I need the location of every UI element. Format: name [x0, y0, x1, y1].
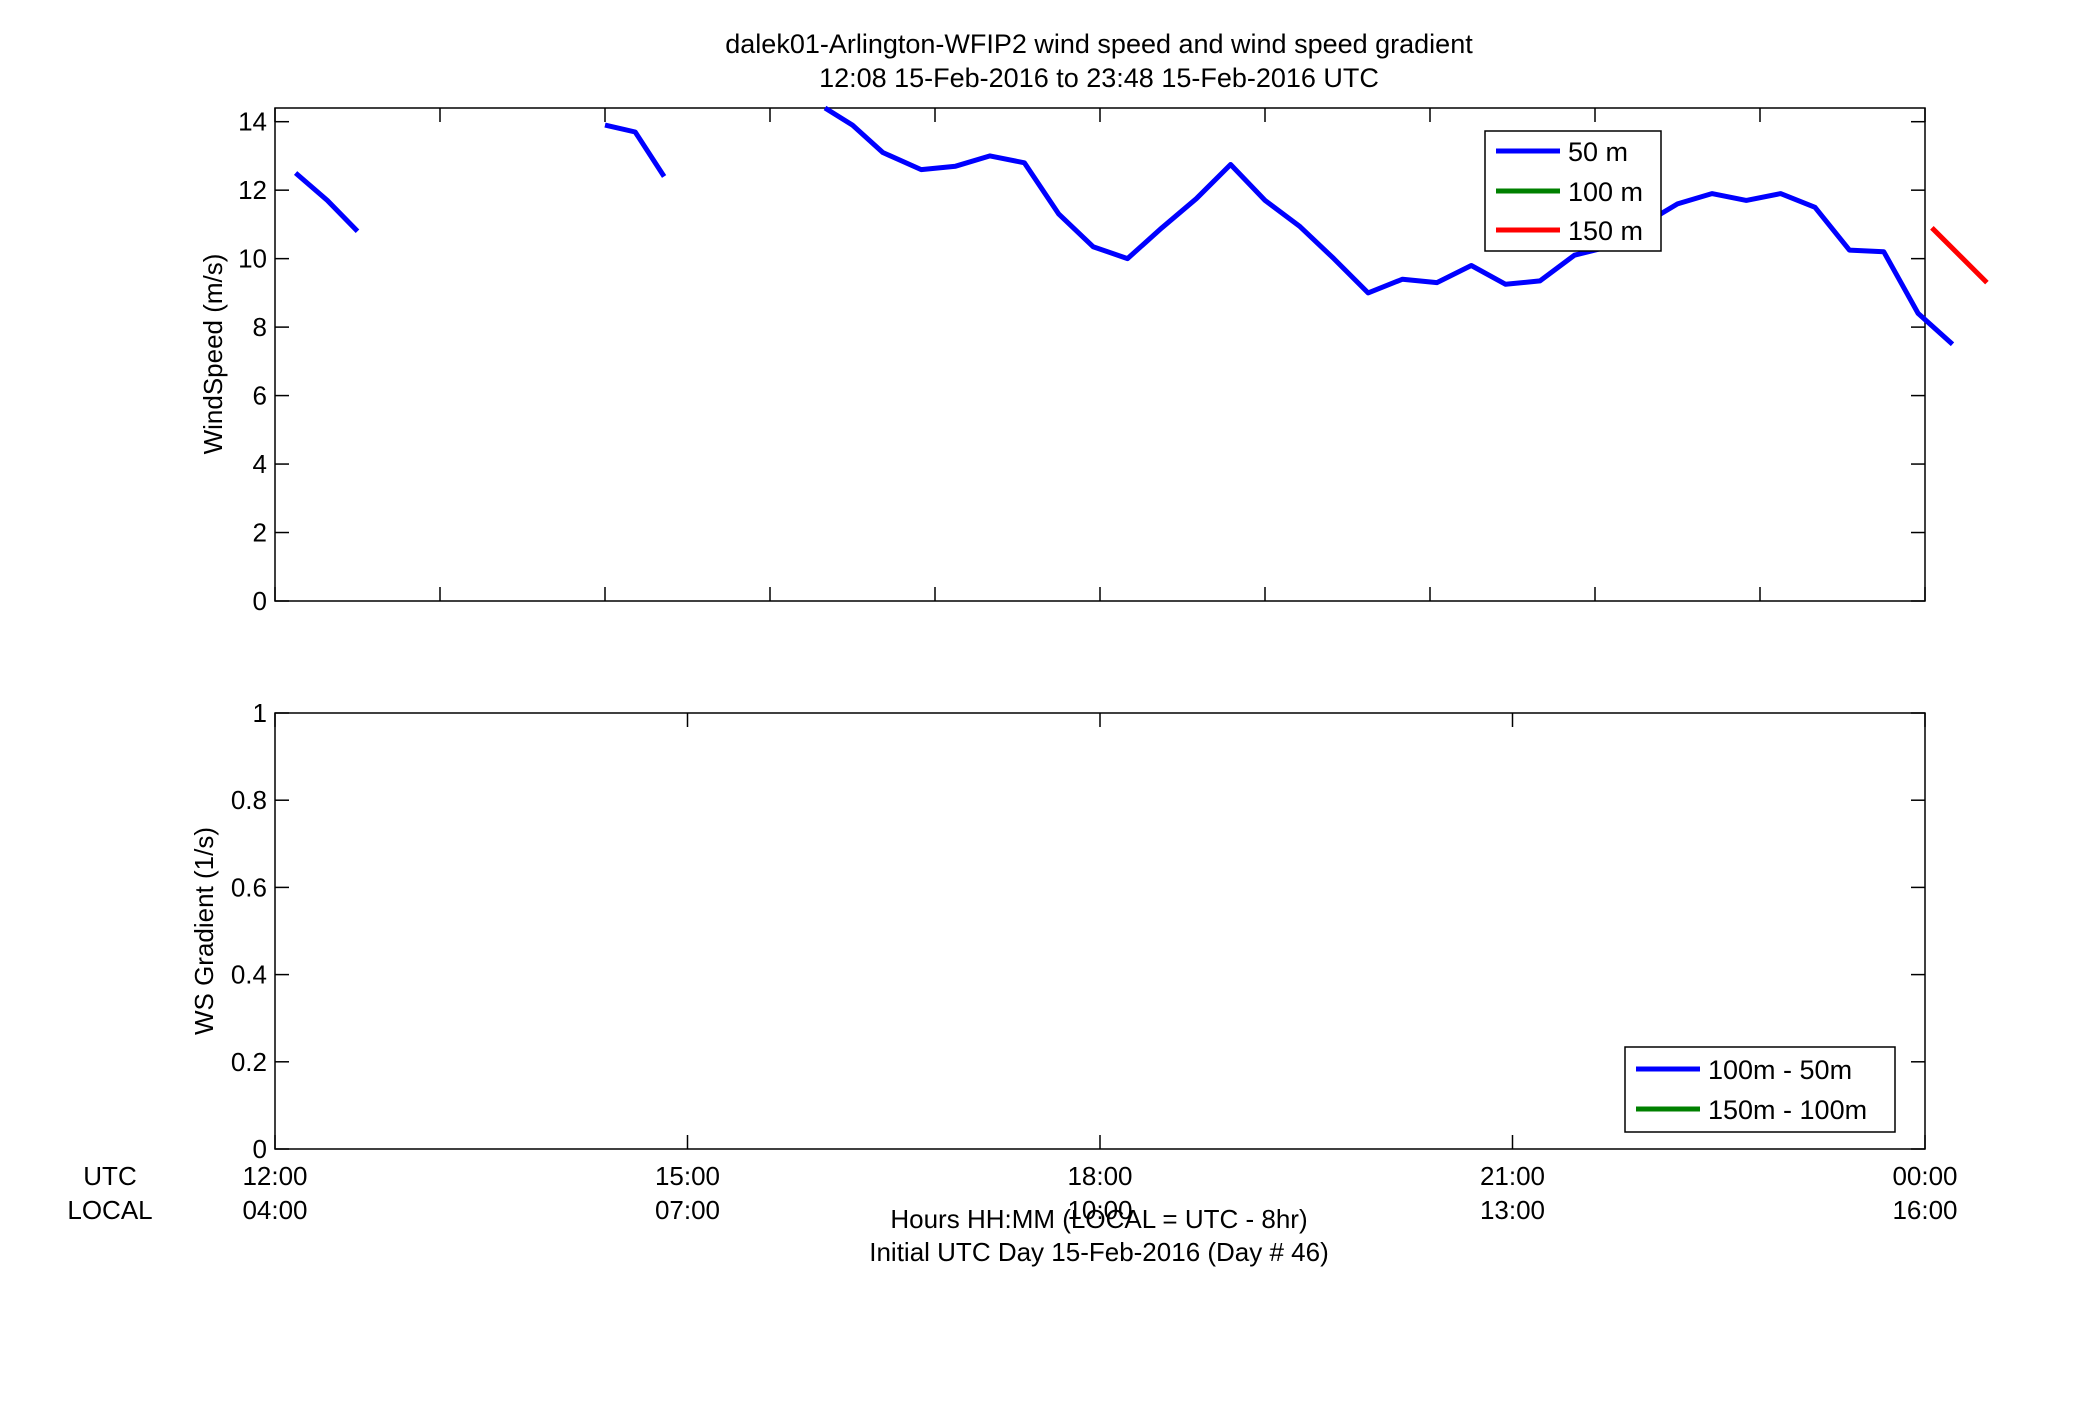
local-row-label: LOCAL: [67, 1195, 152, 1225]
wind-speed-x-ticks: [274, 108, 1926, 601]
wind-speed-y-ticks: 0 2 4 6 8 10 12 14: [238, 107, 1925, 616]
x-tick-label-local: 13:00: [1480, 1195, 1545, 1225]
gradient-legend-box: [1624, 1046, 1896, 1133]
y-tick-label: 4: [253, 449, 267, 479]
wind-speed-lines: [293, 105, 1989, 347]
gradient-y-label: WS Gradient (1/s): [189, 827, 219, 1035]
x-tick-label-utc: 00:00: [1892, 1161, 1957, 1191]
legend-label-50m: 50 m: [1568, 137, 1628, 167]
wind-speed-axes-box: [274, 107, 1926, 602]
x-tick-label-utc: 21:00: [1480, 1161, 1545, 1191]
y-tick-label: 0.8: [231, 785, 267, 815]
y-tick-label: 0.2: [231, 1047, 267, 1077]
y-tick-label: 1: [253, 698, 267, 728]
gradient-y-ticks: 0 0.2 0.4 0.6 0.8 1: [231, 698, 1925, 1164]
utc-row-label: UTC: [83, 1161, 136, 1191]
x-tick-label-local: 10:00: [1067, 1195, 1132, 1225]
y-tick-label: 6: [253, 381, 267, 411]
y-tick-label: 0: [253, 586, 267, 616]
x-tick-label-utc: 12:00: [242, 1161, 307, 1191]
series-line-50m-segment-0: [293, 171, 360, 234]
legend-label-100m: 100 m: [1568, 177, 1643, 207]
x-tick-label-local: 04:00: [242, 1195, 307, 1225]
y-tick-label: 12: [238, 175, 267, 205]
x-axis-label-line1: Hours HH:MM (LOCAL = UTC - 8hr): [890, 1204, 1307, 1234]
gradient-x-ticks: 12:00 04:00 15:00 07:00 18:00 10:00 21:00 13:00…: [242, 713, 1958, 1225]
series-line-50m-segment-2: [823, 105, 1955, 347]
legend-label-150m-100m: 150m - 100m: [1708, 1095, 1867, 1125]
x-axis-label-line2: Initial UTC Day 15-Feb-2016 (Day # 46): [869, 1237, 1329, 1267]
y-tick-label: 0.4: [231, 960, 267, 990]
gradient-panel: 0 0.2 0.4 0.6 0.8 1 12:00 04:00 15:00 07:00 18:00…: [189, 698, 1958, 1225]
legend-label-100m-50m: 100m - 50m: [1708, 1055, 1852, 1085]
y-tick-label: 0.6: [231, 872, 267, 902]
x-tick-label-utc: 15:00: [655, 1161, 720, 1191]
wind-speed-y-label: WindSpeed (m/s): [198, 254, 228, 455]
gradient-legend: 100m - 50m 150m - 100m: [1624, 1046, 1896, 1133]
y-tick-label: 10: [238, 244, 267, 274]
wind-speed-legend: 50 m 100 m 150 m: [1484, 130, 1662, 252]
chart-title-line2: 12:08 15-Feb-2016 to 23:48 15-Feb-2016 U…: [819, 63, 1379, 93]
x-tick-label-local: 16:00: [1892, 1195, 1957, 1225]
series-line-150m-segment-0: [1930, 226, 1989, 285]
x-tick-label-utc: 18:00: [1067, 1161, 1132, 1191]
legend-label-150m: 150 m: [1568, 216, 1643, 246]
time-axis-labels: UTC LOCAL: [67, 1161, 152, 1225]
wind-speed-panel: 0 2 4 6 8 10 12 14 WindSpeed (m/s) 50 m 100 m 1…: [198, 105, 1989, 616]
x-tick-label-local: 07:00: [655, 1195, 720, 1225]
y-tick-label: 8: [253, 312, 267, 342]
y-tick-label: 0: [253, 1134, 267, 1164]
y-tick-label: 14: [238, 107, 267, 137]
y-tick-label: 2: [253, 518, 267, 548]
series-line-50m-segment-1: [604, 122, 667, 178]
chart-title-line1: dalek01-Arlington-WFIP2 wind speed and w…: [725, 29, 1473, 59]
